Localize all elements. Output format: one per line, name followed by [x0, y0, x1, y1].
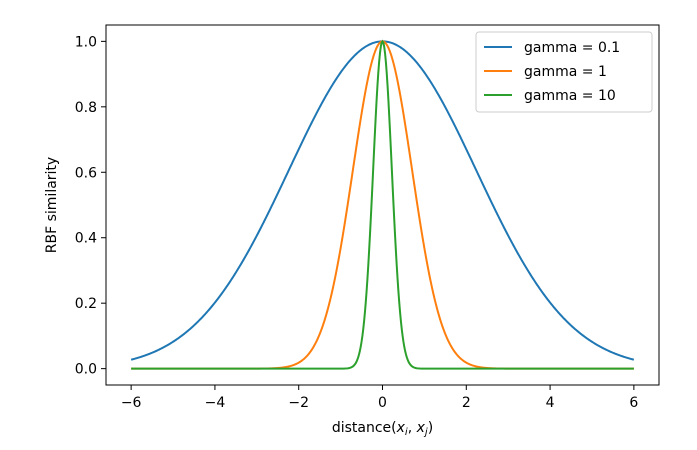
series-line-2 [131, 39, 634, 370]
x-tick-label-6: 6 [629, 395, 638, 411]
x-tick-label-2: −2 [288, 395, 309, 411]
legend-label-1: gamma = 1 [524, 64, 607, 80]
y-axis-label: RBF similarity [44, 157, 60, 253]
series-layer [130, 39, 635, 370]
legend-label-0: gamma = 0.1 [524, 40, 620, 56]
y-tick-label-2: 0.4 [75, 231, 97, 247]
y-tick-label-4: 0.8 [75, 100, 97, 116]
x-tick-label-4: 2 [462, 395, 471, 411]
y-tick-label-1: 0.2 [75, 296, 97, 312]
y-tick-label-5: 1.0 [75, 34, 97, 50]
y-tick-label-0: 0.0 [75, 362, 97, 378]
x-tick-label-0: −6 [121, 395, 142, 411]
x-axis-label: distance(xi, xj) [332, 420, 433, 438]
x-tick-label-5: 4 [546, 395, 555, 411]
y-tick-label-3: 0.6 [75, 165, 97, 181]
x-tick-label-1: −4 [205, 395, 226, 411]
legend-box [475, 31, 653, 113]
x-tick-label-3: 0 [378, 395, 387, 411]
legend-label-2: gamma = 10 [524, 88, 616, 104]
plot-frame [105, 24, 660, 386]
legend: gamma = 0.1 gamma = 1 gamma = 10 [475, 31, 653, 113]
ticks-layer: −6 −4 −2 0 2 4 6 0.0 0.2 0.4 0.6 0.8 1.0 [75, 34, 639, 411]
